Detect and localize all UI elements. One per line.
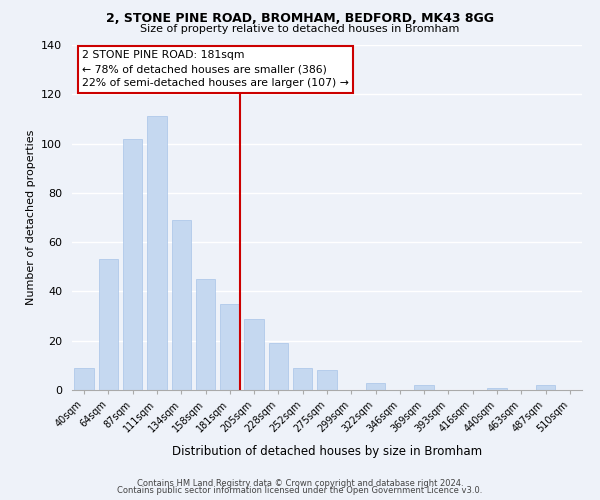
Bar [74, 368, 94, 390]
Bar [99, 260, 118, 390]
Bar [366, 382, 385, 390]
Bar [487, 388, 507, 390]
Bar [244, 318, 264, 390]
Bar [196, 279, 215, 390]
Bar [317, 370, 337, 390]
Text: 2 STONE PINE ROAD: 181sqm
← 78% of detached houses are smaller (386)
22% of semi: 2 STONE PINE ROAD: 181sqm ← 78% of detac… [82, 50, 349, 88]
Bar [147, 116, 167, 390]
Text: Contains HM Land Registry data © Crown copyright and database right 2024.: Contains HM Land Registry data © Crown c… [137, 478, 463, 488]
Bar [172, 220, 191, 390]
Bar [220, 304, 239, 390]
Bar [415, 385, 434, 390]
Text: Size of property relative to detached houses in Bromham: Size of property relative to detached ho… [140, 24, 460, 34]
Text: 2, STONE PINE ROAD, BROMHAM, BEDFORD, MK43 8GG: 2, STONE PINE ROAD, BROMHAM, BEDFORD, MK… [106, 12, 494, 26]
Bar [293, 368, 313, 390]
Bar [269, 343, 288, 390]
Y-axis label: Number of detached properties: Number of detached properties [26, 130, 35, 305]
X-axis label: Distribution of detached houses by size in Bromham: Distribution of detached houses by size … [172, 445, 482, 458]
Bar [123, 138, 142, 390]
Text: Contains public sector information licensed under the Open Government Licence v3: Contains public sector information licen… [118, 486, 482, 495]
Bar [536, 385, 555, 390]
